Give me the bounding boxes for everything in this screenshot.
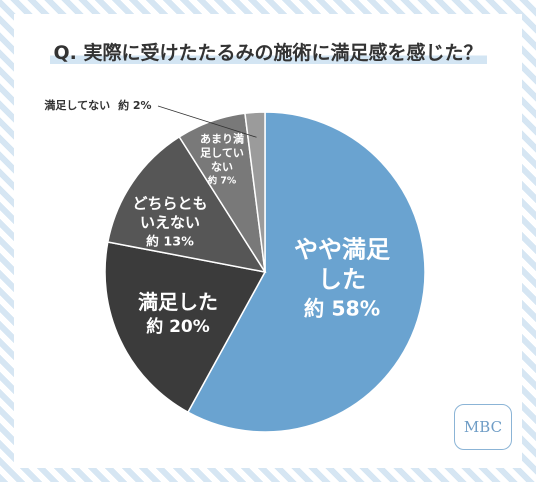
slice-label: やや満足した約 58%: [290, 234, 394, 322]
value-label: 約 2%: [118, 99, 152, 113]
title-text: Q. 実際に受けたたるみの施術に満足感を感じた？: [49, 42, 487, 64]
category-label: あまり満足していない: [200, 132, 244, 174]
category-label: 満足してない: [44, 99, 111, 113]
pie-slice: [106, 135, 267, 274]
value-label: 約 58%: [303, 296, 381, 321]
logo: MBC: [454, 404, 512, 450]
value-label: 約 20%: [146, 316, 210, 337]
category-label: やや満足した: [294, 235, 390, 294]
slice-label: どちらともいえない約 13%: [129, 194, 211, 249]
category-label: どちらともいえない: [132, 194, 208, 232]
slice-label: あまり満足していない約 7%: [197, 133, 247, 188]
pie-slice: [104, 241, 267, 414]
leader-line: [157, 105, 257, 138]
pie-slice: [244, 111, 266, 273]
slice-label: 満足した約 20%: [118, 290, 238, 338]
category-label: 満足した: [138, 289, 218, 314]
chart-title: Q. 実際に受けたたるみの施術に満足感を感じた？: [0, 38, 536, 65]
pie-slice: [186, 111, 426, 433]
slice-label: 満足してない約 2%: [23, 99, 173, 113]
value-label: 約 7%: [207, 175, 237, 187]
value-label: 約 13%: [146, 233, 194, 249]
